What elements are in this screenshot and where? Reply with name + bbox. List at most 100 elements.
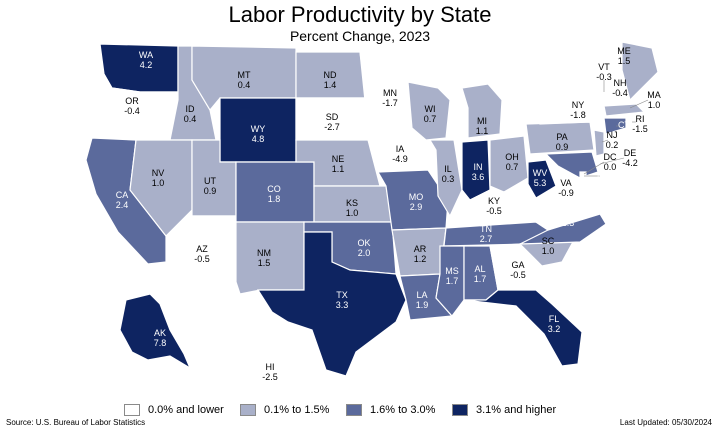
state-value-oh: 0.7 <box>506 162 519 172</box>
state-value-fl: 3.2 <box>548 324 561 334</box>
state-tx[interactable] <box>256 231 407 377</box>
state-value-ar: 1.2 <box>414 254 427 264</box>
state-abbr-nc: NC <box>562 208 575 218</box>
state-value-va: -0.9 <box>558 188 574 198</box>
state-abbr-la: LA <box>416 290 427 300</box>
state-abbr-ky: KY <box>488 196 500 206</box>
state-ma[interactable] <box>603 103 646 117</box>
state-abbr-ct: CT <box>618 120 630 130</box>
state-nv[interactable] <box>129 139 193 237</box>
state-value-hi: -2.5 <box>262 372 278 382</box>
state-abbr-me: ME <box>617 46 631 56</box>
state-abbr-ne: NE <box>332 154 345 164</box>
state-value-ri: -1.5 <box>632 124 648 134</box>
state-abbr-fl: FL <box>549 314 560 324</box>
state-ga[interactable] <box>489 243 543 291</box>
state-abbr-ga: GA <box>511 260 524 270</box>
state-abbr-ny: NY <box>572 100 585 110</box>
map-subtitle: Percent Change, 2023 <box>289 28 431 44</box>
state-value-ca: 2.4 <box>116 200 129 210</box>
state-abbr-wy: WY <box>251 124 266 134</box>
state-hi[interactable] <box>235 339 301 371</box>
state-ak[interactable] <box>119 293 192 370</box>
legend-swatch <box>346 404 362 416</box>
state-me[interactable] <box>621 41 659 102</box>
state-abbr-ak: AK <box>154 328 166 338</box>
state-fl[interactable] <box>463 289 583 367</box>
source-note: Source: U.S. Bureau of Labor Statistics <box>6 418 146 427</box>
state-value-il: 0.3 <box>442 174 455 184</box>
legend-item-c1: 0.1% to 1.5% <box>240 402 329 418</box>
state-dc[interactable] <box>579 171 587 179</box>
state-abbr-il: IL <box>444 164 452 174</box>
state-value-wi: 0.7 <box>424 114 437 124</box>
state-abbr-wi: WI <box>425 104 436 114</box>
state-value-ny: -1.8 <box>570 110 586 120</box>
state-oh[interactable] <box>489 135 529 193</box>
state-value-ms: 1.7 <box>446 276 459 286</box>
state-value-mn: -1.7 <box>382 98 398 108</box>
state-value-de: -4.2 <box>622 158 638 168</box>
state-abbr-nv: NV <box>152 168 165 178</box>
state-abbr-nd: ND <box>324 70 337 80</box>
state-abbr-va: VA <box>560 178 571 188</box>
state-value-ma: 1.0 <box>648 100 661 110</box>
state-abbr-in: IN <box>474 162 483 172</box>
state-abbr-tn: TN <box>480 224 492 234</box>
state-value-wv: 5.3 <box>534 178 547 188</box>
state-value-al: 1.7 <box>474 274 487 284</box>
state-abbr-ks: KS <box>346 198 358 208</box>
state-abbr-ut: UT <box>204 176 216 186</box>
legend: 0.0% and lower 0.1% to 1.5% 1.6% to 3.0%… <box>0 402 720 418</box>
state-mi[interactable] <box>461 83 503 139</box>
state-value-ak: 7.8 <box>154 338 167 348</box>
state-abbr-oh: OH <box>505 152 519 162</box>
state-abbr-tx: TX <box>336 290 348 300</box>
state-abbr-mn: MN <box>383 88 397 98</box>
state-nj[interactable] <box>593 129 605 157</box>
map-title: Labor Productivity by State <box>228 2 492 27</box>
state-value-ct: 1.6 <box>618 130 631 140</box>
state-md[interactable] <box>544 151 599 179</box>
legend-label: 1.6% to 3.0% <box>370 404 436 416</box>
state-ri[interactable] <box>627 117 635 127</box>
state-wv[interactable] <box>527 159 557 199</box>
state-abbr-dc: DC <box>604 152 617 162</box>
state-nc[interactable] <box>519 213 607 245</box>
legend-label: 3.1% and higher <box>476 404 557 416</box>
state-abbr-ia: IA <box>396 144 405 154</box>
state-abbr-ma: MA <box>647 90 661 100</box>
leader-line <box>583 161 605 175</box>
legend-swatch <box>240 404 256 416</box>
legend-label: 0.0% and lower <box>148 404 224 416</box>
state-abbr-al: AL <box>474 264 485 274</box>
leader-line <box>601 139 609 143</box>
state-abbr-sd: SD <box>326 112 339 122</box>
leader-line <box>599 157 625 165</box>
legend-item-c2: 1.6% to 3.0% <box>346 402 435 418</box>
state-value-mo: 2.9 <box>410 202 423 212</box>
state-value-pa: 0.9 <box>556 142 569 152</box>
state-value-mi: 1.1 <box>476 126 489 136</box>
state-value-md: 2.7 <box>598 180 611 190</box>
leader-line <box>629 99 649 109</box>
state-abbr-mt: MT <box>238 70 251 80</box>
state-value-sd: -2.7 <box>324 122 340 132</box>
state-abbr-az: AZ <box>196 244 208 254</box>
state-abbr-ok: OK <box>357 238 370 248</box>
state-ct[interactable] <box>603 117 627 135</box>
state-abbr-ms: MS <box>445 266 459 276</box>
state-value-or: -0.4 <box>124 106 140 116</box>
state-value-nj: 0.2 <box>606 140 619 150</box>
state-value-me: 1.5 <box>618 56 631 66</box>
state-value-la: 1.9 <box>416 300 429 310</box>
state-value-tx: 3.3 <box>336 300 349 310</box>
state-value-id: 0.4 <box>184 114 197 124</box>
state-abbr-mi: MI <box>477 116 487 126</box>
state-abbr-id: ID <box>186 104 196 114</box>
state-vt[interactable] <box>595 57 613 93</box>
legend-item-c3: 3.1% and higher <box>452 402 556 418</box>
state-value-sc: 1.0 <box>542 246 555 256</box>
state-wi[interactable] <box>407 81 451 141</box>
state-abbr-nm: NM <box>257 248 271 258</box>
